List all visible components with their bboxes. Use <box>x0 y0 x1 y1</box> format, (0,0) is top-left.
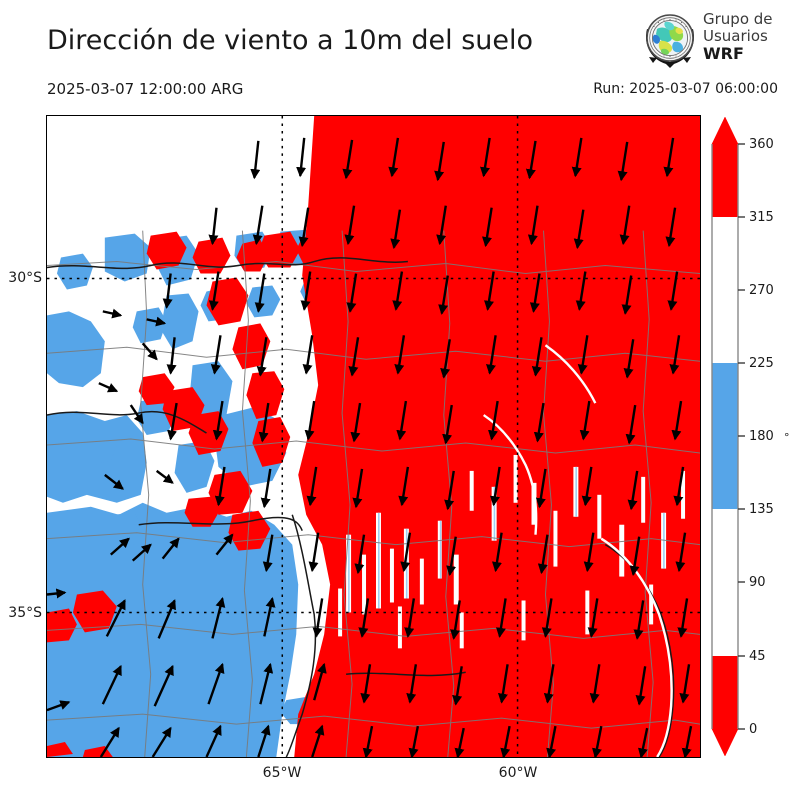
map-canvas[interactable] <box>47 116 700 757</box>
logo-line-1: Grupo de <box>703 10 773 28</box>
colorbar-tick-180: 180 <box>749 429 774 444</box>
logo-line-3: WRF <box>703 44 744 63</box>
colorbar-tick-45: 45 <box>749 649 766 664</box>
colorbar-svg[interactable] <box>710 115 800 760</box>
wrf-globe-seal-icon <box>645 14 695 68</box>
y-axis-tick-30s: 30°S <box>8 270 42 286</box>
colorbar-tick-90: 90 <box>749 575 766 590</box>
colorbar[interactable]: 360 315 270 225 180 135 90 45 0 ° <box>710 115 800 760</box>
x-axis-tick-60w: 60°W <box>498 765 538 781</box>
valid-time-label: 2025-03-07 12:00:00 ARG <box>47 80 244 98</box>
logo-line-2: Usuarios <box>703 27 768 45</box>
colorbar-tick-315: 315 <box>749 210 774 225</box>
y-axis-tick-35s: 35°S <box>8 605 42 621</box>
wind-arrow-field <box>47 137 693 757</box>
page-title: Dirección de viento a 10m del suelo <box>47 25 534 56</box>
colorbar-tick-360: 360 <box>749 137 774 152</box>
colorbar-tick-0: 0 <box>749 722 758 737</box>
logo-text: Grupo de Usuarios WRF <box>703 10 793 63</box>
x-axis-tick-65w: 65°W <box>262 765 302 781</box>
wind-direction-map[interactable] <box>46 115 701 758</box>
organization-logo: Grupo de Usuarios WRF <box>641 11 791 73</box>
colorbar-tick-135: 135 <box>749 502 774 517</box>
colorbar-tick-225: 225 <box>749 356 774 371</box>
colorbar-unit-label: ° <box>784 431 790 444</box>
colorbar-tick-270: 270 <box>749 283 774 298</box>
run-time-label: Run: 2025-03-07 06:00:00 <box>593 81 778 97</box>
